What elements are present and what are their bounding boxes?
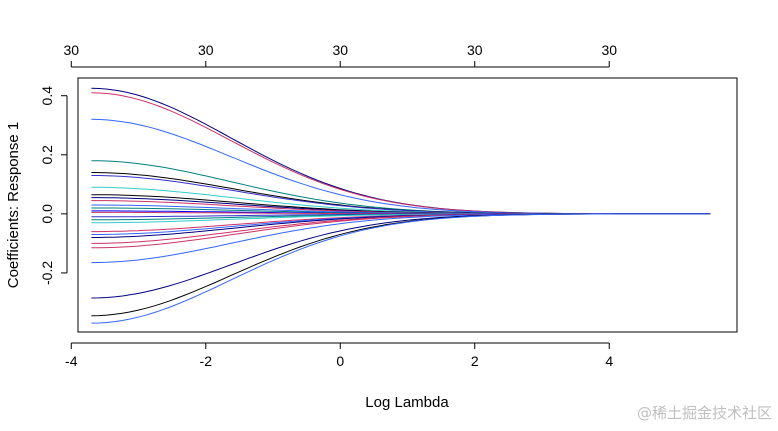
top-tick-label-3: 30 (467, 42, 483, 58)
y-tick-label-2: 0.2 (39, 145, 55, 165)
watermark: @稀土掘金技术社区 (636, 404, 772, 422)
top-tick-label-0: 30 (63, 42, 79, 58)
series-line-1 (91, 87, 711, 215)
series-line-3 (91, 118, 711, 215)
x-tick-label-3: 2 (471, 353, 479, 369)
y-tick-label-3: 0.4 (39, 86, 55, 106)
x-axis: -4 -2 0 2 4 (65, 342, 613, 369)
y-tick-label-1: 0.0 (39, 204, 55, 224)
x-tick-label-4: 4 (605, 353, 613, 369)
top-tick-label-4: 30 (601, 42, 617, 58)
series-line-2 (91, 92, 711, 215)
x-tick-label-1: -2 (200, 353, 213, 369)
x-tick-label-2: 0 (336, 353, 344, 369)
plot-frame (77, 77, 738, 333)
series-line-26 (91, 213, 711, 324)
top-tick-label-1: 30 (198, 42, 214, 58)
y-axis: -0.2 0.0 0.2 0.4 (39, 86, 68, 285)
series-line-5 (91, 172, 711, 215)
top-axis: 30 30 30 30 30 (63, 42, 617, 68)
x-axis-title: Log Lambda (365, 394, 449, 411)
series-line-24 (91, 213, 711, 299)
x-tick-label-0: -4 (65, 353, 78, 369)
series-line-6 (91, 175, 711, 215)
series-group (91, 87, 711, 324)
top-tick-label-2: 30 (332, 42, 348, 58)
y-tick-label-0: -0.2 (39, 261, 55, 285)
series-line-25 (91, 213, 711, 317)
y-axis-title: Coefficients: Response 1 (5, 122, 22, 289)
